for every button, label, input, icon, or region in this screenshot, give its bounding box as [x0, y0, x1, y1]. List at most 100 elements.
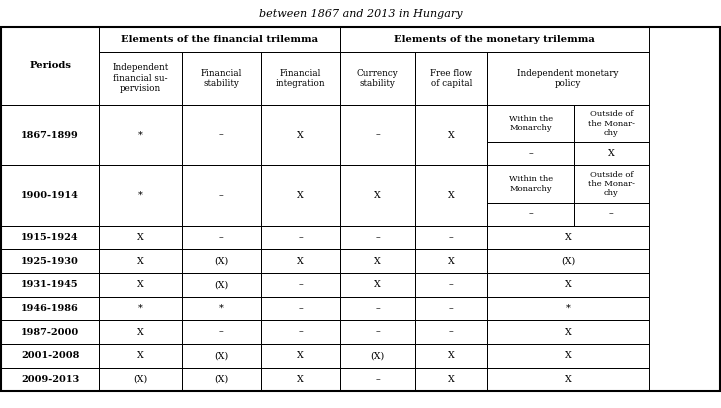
Text: 2001-2008: 2001-2008	[21, 351, 79, 360]
Bar	[340, 165, 415, 226]
Text: (X): (X)	[371, 351, 385, 360]
Bar	[415, 249, 487, 273]
Bar	[99, 344, 182, 368]
Text: X: X	[137, 233, 144, 242]
Text: –: –	[528, 149, 533, 158]
Bar	[261, 344, 340, 368]
Text: –: –	[449, 304, 454, 313]
Text: X: X	[448, 351, 455, 360]
Text: X: X	[448, 375, 455, 384]
Text: X: X	[297, 375, 304, 384]
Bar	[487, 142, 574, 165]
Text: *: *	[219, 304, 224, 313]
Text: Periods: Periods	[29, 61, 71, 70]
Text: 1946-1986: 1946-1986	[21, 304, 79, 313]
Bar	[99, 165, 182, 226]
Bar	[487, 52, 649, 105]
Text: 1925-1930: 1925-1930	[21, 257, 79, 266]
Text: Outside of
the Monar-
chy: Outside of the Monar- chy	[588, 171, 635, 197]
Text: X: X	[565, 233, 572, 242]
Text: –: –	[219, 191, 224, 200]
Bar	[574, 105, 649, 142]
Bar	[99, 368, 182, 391]
Bar	[261, 105, 340, 165]
Bar	[574, 165, 649, 203]
Bar	[487, 344, 649, 368]
Text: (X): (X)	[133, 375, 148, 384]
Bar	[1, 27, 99, 105]
Text: (X): (X)	[561, 257, 575, 266]
Text: X: X	[137, 351, 144, 360]
Text: –: –	[219, 131, 224, 140]
Bar	[1, 105, 99, 165]
Text: –: –	[376, 375, 380, 384]
Text: X: X	[565, 351, 572, 360]
Bar	[1, 273, 99, 297]
Text: –: –	[609, 210, 614, 219]
Bar	[261, 165, 340, 226]
Bar	[99, 273, 182, 297]
Bar	[487, 249, 649, 273]
Bar	[182, 165, 261, 226]
Bar	[99, 27, 340, 52]
Text: 2009-2013: 2009-2013	[21, 375, 79, 384]
Bar	[340, 52, 415, 105]
Bar	[415, 105, 487, 165]
Text: Currency
stability: Currency stability	[357, 69, 399, 88]
Text: between 1867 and 2013 in Hungary: between 1867 and 2013 in Hungary	[259, 9, 462, 19]
Bar	[340, 273, 415, 297]
Bar	[487, 165, 574, 203]
Text: X: X	[448, 257, 455, 266]
Text: *: *	[138, 191, 143, 200]
Text: (X): (X)	[214, 280, 229, 289]
Bar	[487, 368, 649, 391]
Text: 1987-2000: 1987-2000	[21, 328, 79, 337]
Bar	[1, 368, 99, 391]
Bar	[340, 105, 415, 165]
Bar	[487, 203, 574, 226]
Bar	[99, 249, 182, 273]
Text: X: X	[137, 257, 144, 266]
Bar	[1, 249, 99, 273]
Text: –: –	[298, 304, 303, 313]
Text: –: –	[298, 233, 303, 242]
Text: Independent
financial su-
pervision: Independent financial su- pervision	[112, 63, 169, 93]
Bar	[261, 249, 340, 273]
Bar	[261, 297, 340, 320]
Text: –: –	[449, 328, 454, 337]
Bar	[1, 226, 99, 249]
Text: –: –	[376, 131, 380, 140]
Text: 1931-1945: 1931-1945	[22, 280, 79, 289]
Bar	[415, 52, 487, 105]
Bar	[182, 368, 261, 391]
Text: X: X	[448, 131, 455, 140]
Text: X: X	[565, 328, 572, 337]
Text: X: X	[297, 191, 304, 200]
Text: Elements of the monetary trilemma: Elements of the monetary trilemma	[394, 35, 595, 44]
Text: –: –	[449, 233, 454, 242]
Text: Within the
Monarchy: Within the Monarchy	[508, 175, 553, 193]
Text: –: –	[219, 328, 224, 337]
Bar	[487, 320, 649, 344]
Bar	[261, 320, 340, 344]
Text: Financial
stability: Financial stability	[200, 69, 242, 88]
Bar	[1, 320, 99, 344]
Text: –: –	[376, 328, 380, 337]
Text: X: X	[374, 257, 381, 266]
Bar	[415, 226, 487, 249]
Bar	[340, 320, 415, 344]
Bar	[99, 226, 182, 249]
Bar	[261, 52, 340, 105]
Text: Financial
integration: Financial integration	[276, 69, 325, 88]
Bar	[487, 226, 649, 249]
Text: X: X	[565, 375, 572, 384]
Bar	[340, 297, 415, 320]
Text: (X): (X)	[214, 351, 229, 360]
Bar	[182, 273, 261, 297]
Text: X: X	[374, 191, 381, 200]
Text: X: X	[297, 351, 304, 360]
Text: –: –	[219, 233, 224, 242]
Text: –: –	[528, 210, 533, 219]
Bar	[182, 344, 261, 368]
Bar	[415, 297, 487, 320]
